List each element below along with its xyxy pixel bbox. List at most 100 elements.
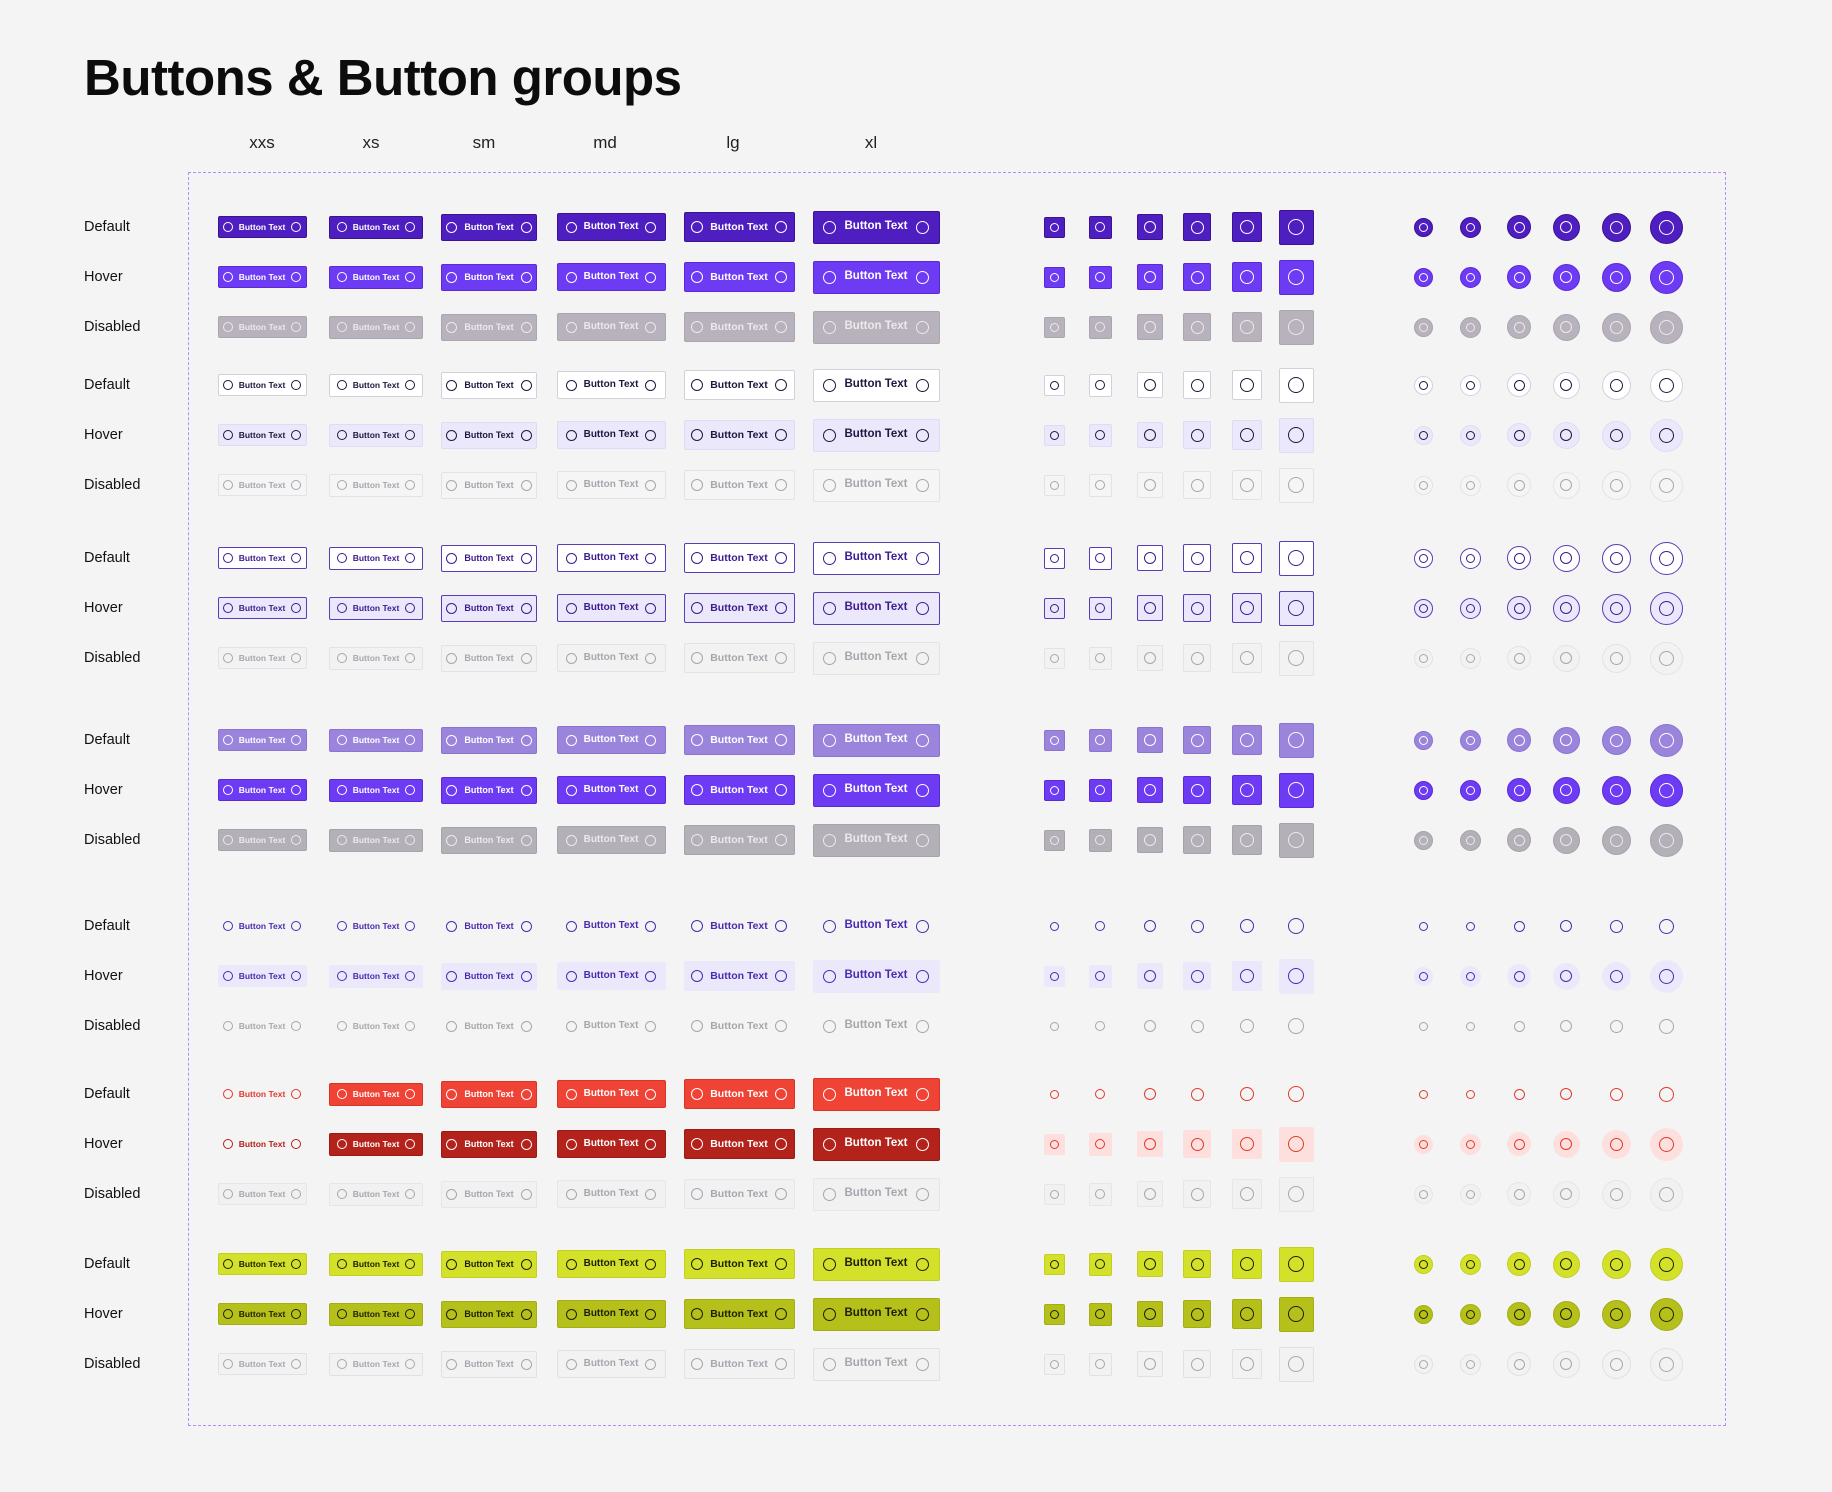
icon-button-round-soft-hover-sm[interactable] bbox=[1507, 778, 1531, 802]
button-ghost-disabled-xxs[interactable]: Button Text bbox=[218, 1015, 307, 1037]
icon-button-round-soft-default-xs[interactable] bbox=[1459, 729, 1481, 751]
button-lime-default-lg[interactable]: Button Text bbox=[683, 1249, 795, 1279]
icon-button-round-primary-disabled-xxs[interactable] bbox=[1413, 317, 1433, 337]
button-ghost-hover-sm[interactable]: Button Text bbox=[441, 962, 537, 990]
icon-button-round-outline-hover-xs[interactable] bbox=[1459, 597, 1481, 619]
button-soft-default-md[interactable]: Button Text bbox=[556, 726, 666, 754]
icon-button-round-outline-disabled-lg[interactable] bbox=[1601, 643, 1631, 673]
icon-button-square-lime-hover-xxs[interactable] bbox=[1043, 1303, 1065, 1325]
icon-button-round-soft-disabled-xs[interactable] bbox=[1459, 829, 1481, 851]
icon-button-square-secondary-hover-sm[interactable] bbox=[1137, 422, 1163, 448]
button-secondary-default-lg[interactable]: Button Text bbox=[683, 370, 795, 400]
icon-button-square-primary-hover-lg[interactable] bbox=[1232, 262, 1262, 292]
icon-button-round-ghost-disabled-sm[interactable] bbox=[1507, 1014, 1531, 1038]
button-outline-disabled-lg[interactable]: Button Text bbox=[683, 643, 795, 673]
button-primary-disabled-sm[interactable]: Button Text bbox=[441, 313, 537, 341]
icon-button-square-soft-default-xxs[interactable] bbox=[1043, 729, 1065, 751]
icon-button-round-ghost-disabled-md[interactable] bbox=[1553, 1013, 1580, 1040]
button-lime-disabled-xxs[interactable]: Button Text bbox=[217, 1353, 307, 1375]
button-secondary-disabled-xxs[interactable]: Button Text bbox=[217, 474, 307, 496]
icon-button-square-danger-default-xs[interactable] bbox=[1089, 1083, 1112, 1106]
button-soft-hover-xxs[interactable]: Button Text bbox=[217, 779, 307, 801]
button-lime-disabled-lg[interactable]: Button Text bbox=[683, 1349, 795, 1379]
button-outline-disabled-md[interactable]: Button Text bbox=[556, 644, 666, 672]
icon-button-round-outline-hover-sm[interactable] bbox=[1507, 596, 1531, 620]
icon-button-square-danger-disabled-xs[interactable] bbox=[1088, 1182, 1112, 1206]
icon-button-square-lime-default-xs[interactable] bbox=[1088, 1252, 1112, 1276]
icon-button-round-soft-default-sm[interactable] bbox=[1507, 728, 1531, 752]
button-danger-hover-lg[interactable]: Button Text bbox=[683, 1129, 795, 1159]
icon-button-square-secondary-disabled-md[interactable] bbox=[1183, 471, 1211, 499]
icon-button-round-secondary-hover-lg[interactable] bbox=[1601, 420, 1631, 450]
icon-button-square-secondary-hover-md[interactable] bbox=[1183, 421, 1211, 449]
icon-button-round-primary-hover-xs[interactable] bbox=[1459, 266, 1481, 288]
icon-button-round-danger-hover-xs[interactable] bbox=[1459, 1133, 1481, 1155]
icon-button-square-danger-disabled-xxs[interactable] bbox=[1043, 1183, 1065, 1205]
button-outline-default-xxs[interactable]: Button Text bbox=[217, 547, 307, 569]
button-lime-disabled-md[interactable]: Button Text bbox=[556, 1350, 666, 1378]
button-ghost-default-sm[interactable]: Button Text bbox=[441, 913, 537, 940]
button-danger-disabled-xl[interactable]: Button Text bbox=[812, 1177, 940, 1211]
button-ghost-disabled-lg[interactable]: Button Text bbox=[684, 1011, 795, 1041]
button-ghost-disabled-md[interactable]: Button Text bbox=[557, 1012, 666, 1040]
icon-button-round-danger-default-lg[interactable] bbox=[1602, 1080, 1631, 1109]
button-lime-hover-sm[interactable]: Button Text bbox=[441, 1300, 537, 1328]
icon-button-square-lime-disabled-xxs[interactable] bbox=[1043, 1353, 1065, 1375]
icon-button-square-secondary-hover-xxs[interactable] bbox=[1043, 424, 1065, 446]
icon-button-round-ghost-disabled-xxs[interactable] bbox=[1414, 1017, 1433, 1036]
icon-button-square-danger-disabled-md[interactable] bbox=[1183, 1180, 1211, 1208]
icon-button-square-soft-default-xs[interactable] bbox=[1088, 728, 1112, 752]
icon-button-round-soft-default-lg[interactable] bbox=[1601, 725, 1631, 755]
button-primary-hover-md[interactable]: Button Text bbox=[556, 263, 666, 291]
icon-button-round-lime-default-md[interactable] bbox=[1552, 1250, 1580, 1278]
button-ghost-hover-xl[interactable]: Button Text bbox=[812, 959, 940, 993]
icon-button-round-outline-hover-xl[interactable] bbox=[1649, 591, 1683, 625]
icon-button-square-outline-default-xs[interactable] bbox=[1088, 546, 1112, 570]
icon-button-round-secondary-disabled-xxs[interactable] bbox=[1413, 475, 1433, 495]
button-ghost-default-xl[interactable]: Button Text bbox=[813, 910, 940, 943]
button-soft-default-xl[interactable]: Button Text bbox=[812, 723, 940, 757]
icon-button-square-soft-disabled-xl[interactable] bbox=[1278, 822, 1314, 858]
button-soft-hover-xl[interactable]: Button Text bbox=[812, 773, 940, 807]
icon-button-round-danger-default-sm[interactable] bbox=[1507, 1082, 1531, 1106]
icon-button-round-outline-hover-md[interactable] bbox=[1552, 594, 1580, 622]
icon-button-square-soft-hover-xs[interactable] bbox=[1088, 778, 1112, 802]
icon-button-round-primary-disabled-xl[interactable] bbox=[1649, 310, 1683, 344]
icon-button-round-danger-default-xs[interactable] bbox=[1460, 1084, 1481, 1105]
icon-button-round-soft-hover-lg[interactable] bbox=[1601, 775, 1631, 805]
icon-button-square-outline-hover-xxs[interactable] bbox=[1043, 597, 1065, 619]
icon-button-square-secondary-default-xs[interactable] bbox=[1088, 373, 1112, 397]
button-primary-hover-xl[interactable]: Button Text bbox=[812, 260, 940, 294]
button-danger-default-xxs[interactable]: Button Text bbox=[218, 1083, 307, 1105]
icon-button-round-secondary-default-sm[interactable] bbox=[1507, 373, 1531, 397]
icon-button-square-outline-hover-lg[interactable] bbox=[1232, 593, 1262, 623]
icon-button-square-secondary-hover-xs[interactable] bbox=[1088, 423, 1112, 447]
icon-button-square-secondary-default-sm[interactable] bbox=[1137, 372, 1163, 398]
icon-button-square-lime-default-sm[interactable] bbox=[1137, 1251, 1163, 1277]
icon-button-square-secondary-hover-xl[interactable] bbox=[1278, 417, 1314, 453]
button-soft-disabled-sm[interactable]: Button Text bbox=[441, 826, 537, 854]
icon-button-round-ghost-hover-md[interactable] bbox=[1552, 962, 1580, 990]
icon-button-square-lime-disabled-lg[interactable] bbox=[1232, 1349, 1262, 1379]
button-ghost-hover-xxs[interactable]: Button Text bbox=[217, 965, 307, 987]
button-soft-hover-md[interactable]: Button Text bbox=[556, 776, 666, 804]
icon-button-square-primary-hover-xxs[interactable] bbox=[1043, 266, 1065, 288]
icon-button-square-secondary-disabled-xl[interactable] bbox=[1278, 467, 1314, 503]
icon-button-square-ghost-hover-xxs[interactable] bbox=[1043, 965, 1065, 987]
icon-button-round-ghost-disabled-xl[interactable] bbox=[1650, 1010, 1683, 1043]
icon-button-square-primary-disabled-xxs[interactable] bbox=[1043, 316, 1065, 338]
button-secondary-hover-xs[interactable]: Button Text bbox=[329, 423, 423, 447]
icon-button-square-danger-hover-xxs[interactable] bbox=[1043, 1133, 1065, 1155]
icon-button-round-outline-default-md[interactable] bbox=[1552, 544, 1580, 572]
icon-button-square-lime-hover-xl[interactable] bbox=[1278, 1296, 1314, 1332]
icon-button-square-primary-disabled-xl[interactable] bbox=[1278, 309, 1314, 345]
button-primary-disabled-lg[interactable]: Button Text bbox=[683, 312, 795, 342]
icon-button-round-secondary-disabled-xs[interactable] bbox=[1459, 474, 1481, 496]
icon-button-round-lime-disabled-lg[interactable] bbox=[1601, 1349, 1631, 1379]
icon-button-round-secondary-hover-sm[interactable] bbox=[1507, 423, 1531, 447]
icon-button-square-danger-hover-lg[interactable] bbox=[1232, 1129, 1262, 1159]
button-soft-default-lg[interactable]: Button Text bbox=[683, 725, 795, 755]
button-secondary-disabled-xs[interactable]: Button Text bbox=[329, 473, 423, 497]
button-outline-disabled-xs[interactable]: Button Text bbox=[329, 646, 423, 670]
icon-button-square-danger-disabled-xl[interactable] bbox=[1278, 1176, 1314, 1212]
